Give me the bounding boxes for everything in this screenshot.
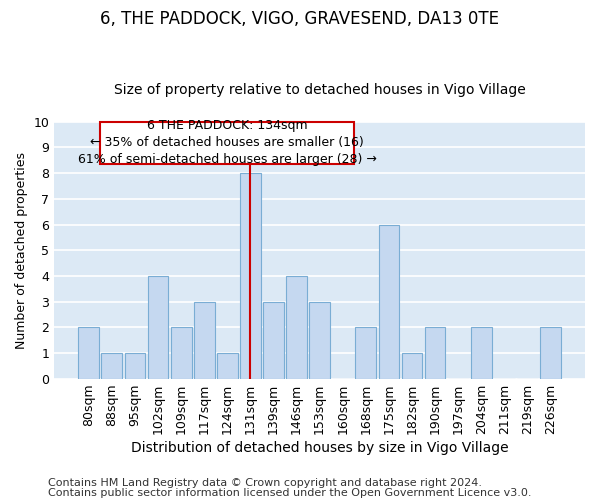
Bar [240,173,261,378]
Bar [217,353,238,378]
Bar [148,276,169,378]
Bar [401,353,422,378]
Bar [471,328,491,378]
Bar [286,276,307,378]
Text: 6, THE PADDOCK, VIGO, GRAVESEND, DA13 0TE: 6, THE PADDOCK, VIGO, GRAVESEND, DA13 0T… [101,10,499,28]
Bar [263,302,284,378]
Y-axis label: Number of detached properties: Number of detached properties [15,152,28,348]
Bar [125,353,145,378]
Bar [309,302,330,378]
Bar [101,353,122,378]
Bar [379,224,399,378]
Bar [171,328,191,378]
Text: Contains HM Land Registry data © Crown copyright and database right 2024.: Contains HM Land Registry data © Crown c… [48,478,482,488]
Title: Size of property relative to detached houses in Vigo Village: Size of property relative to detached ho… [114,83,526,97]
Bar [540,328,561,378]
FancyBboxPatch shape [100,122,354,164]
Bar [79,328,99,378]
Bar [355,328,376,378]
Bar [425,328,445,378]
X-axis label: Distribution of detached houses by size in Vigo Village: Distribution of detached houses by size … [131,441,508,455]
Text: Contains public sector information licensed under the Open Government Licence v3: Contains public sector information licen… [48,488,532,498]
Bar [194,302,215,378]
Text: 6 THE PADDOCK: 134sqm
← 35% of detached houses are smaller (16)
61% of semi-deta: 6 THE PADDOCK: 134sqm ← 35% of detached … [78,120,377,166]
